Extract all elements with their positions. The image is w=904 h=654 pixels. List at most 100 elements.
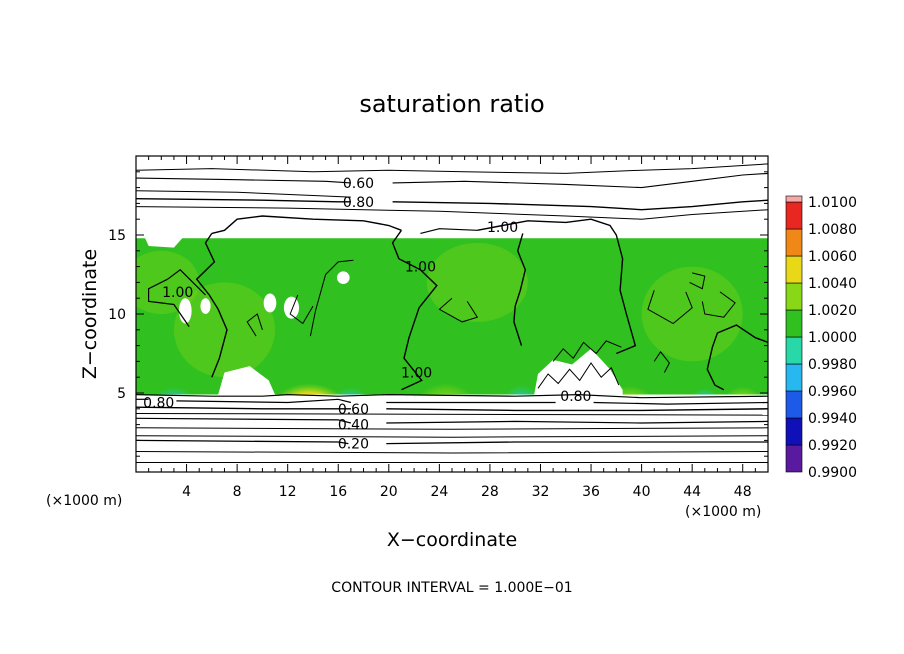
- contour-line: [477, 218, 637, 355]
- colorbar-label: 0.9980: [808, 357, 857, 373]
- colorbar-swatch: [785, 255, 803, 284]
- lower-white-region: [136, 394, 768, 472]
- contour-line: [136, 435, 768, 438]
- contour-line: [689, 272, 706, 290]
- contour-line: [136, 190, 351, 198]
- colorbar-swatch: [785, 417, 803, 446]
- contour-line: [136, 451, 768, 454]
- field-patch: [173, 282, 276, 378]
- x-unit-label-left: (×1000 m): [46, 493, 122, 509]
- contour-interval-note: CONTOUR INTERVAL = 1.000E−01: [331, 580, 572, 596]
- colorbar-swatch: [785, 201, 803, 230]
- x-tick-label: 44: [683, 484, 701, 500]
- y-tick-labels: 5 10 15: [108, 228, 126, 402]
- contour-line: [711, 324, 768, 348]
- contour-line: [211, 215, 402, 235]
- contour-line: [289, 294, 314, 325]
- colorbar-swatch: [785, 282, 803, 311]
- contour-line: [386, 441, 768, 445]
- contour-line: [136, 417, 352, 424]
- white-patch: [142, 231, 187, 248]
- colorbar-swatch: [785, 228, 803, 257]
- x-tick-label: 40: [633, 484, 651, 500]
- field-patch: [426, 242, 528, 322]
- colorbar-swatch: [785, 390, 803, 419]
- x-tick-label: 48: [734, 484, 752, 500]
- contour-line: [136, 439, 349, 445]
- contour-line: [552, 340, 622, 362]
- contour-label: 0.60: [338, 402, 369, 418]
- contour-label: 0.60: [343, 176, 374, 192]
- colorbar-swatch: [785, 336, 803, 365]
- colorbar-swatch: [785, 195, 803, 203]
- y-tick-label: 10: [108, 307, 126, 323]
- contour-line: [176, 398, 352, 404]
- x-tick-label: 28: [481, 484, 499, 500]
- contour-label: 1.00: [487, 220, 518, 236]
- x-tick-label: 24: [430, 484, 448, 500]
- contour-lines: [136, 163, 768, 463]
- contour-line: [438, 297, 479, 323]
- x-tick-label: 32: [532, 484, 550, 500]
- y-tick-label: 15: [108, 228, 126, 244]
- contour-line: [136, 413, 768, 416]
- colorbar-label: 0.9940: [808, 411, 857, 427]
- contour-line: [701, 291, 736, 318]
- colorbar-label: 1.0020: [808, 303, 857, 319]
- field-patch: [136, 250, 200, 314]
- contour-label: 1.00: [405, 260, 436, 276]
- saturation-field: [136, 216, 768, 472]
- x-tick-label: 4: [182, 484, 191, 500]
- colorbar-label: 1.0040: [808, 276, 857, 292]
- top-gap: [136, 235, 768, 239]
- contour-line: [593, 401, 768, 405]
- contour-label: 1.00: [162, 285, 193, 301]
- contour-line: [386, 408, 768, 412]
- white-patch: [178, 298, 192, 324]
- white-patch: [263, 293, 277, 313]
- colorbar-label: 0.9920: [808, 438, 857, 454]
- field-patch: [641, 266, 743, 362]
- contour-line: [148, 278, 190, 327]
- colorbar-label: 1.0080: [808, 222, 857, 238]
- contour-line: [195, 233, 228, 378]
- contour-line: [136, 427, 768, 430]
- x-tick-label: 16: [329, 484, 347, 500]
- x-tick-label: 8: [233, 484, 242, 500]
- colorbar-label: 1.0100: [808, 195, 857, 211]
- contour-label: 0.80: [560, 389, 591, 405]
- contour-line: [246, 313, 263, 337]
- contour-line: [392, 199, 768, 211]
- white-patch: [200, 298, 211, 314]
- colorbar-label: 1.0060: [808, 249, 857, 265]
- contour-line: [136, 406, 351, 410]
- contour-line: [653, 351, 670, 373]
- contour-line: [420, 228, 478, 234]
- plot-area: [136, 163, 768, 472]
- contour-line: [392, 172, 768, 189]
- contour-line: [136, 163, 768, 174]
- contour-label: 0.80: [343, 195, 374, 211]
- contour-label: 0.20: [338, 437, 369, 453]
- contour-label: 0.80: [143, 395, 174, 411]
- white-patch: [218, 366, 276, 395]
- y-tick-label: 5: [117, 386, 126, 402]
- x-axis-label: X−coordinate: [387, 529, 517, 551]
- x-tick-labels: 4 8 12 16 20 24 28 32 36 40 44 48: [182, 484, 752, 500]
- contour-line: [391, 229, 438, 391]
- x-tick-label: 20: [380, 484, 398, 500]
- colorbar-swatch: [785, 444, 803, 473]
- x-tick-label: 12: [279, 484, 297, 500]
- colorbar-label: 0.9960: [808, 384, 857, 400]
- contour-line: [513, 233, 527, 346]
- y-unit-label-right: (×1000 m): [685, 504, 761, 520]
- contour-line: [136, 393, 768, 399]
- white-patch: [336, 271, 350, 284]
- colorbar-label: 1.0000: [808, 330, 857, 346]
- y-axis-label: Z−coordinate: [79, 249, 101, 379]
- contour-line: [706, 347, 725, 391]
- contour-labels: 0.600.801.001.001.001.000.80 0.600.400.20…: [143, 176, 591, 453]
- colorbar-label: 0.9900: [808, 465, 857, 481]
- contour-label: 1.00: [401, 365, 432, 381]
